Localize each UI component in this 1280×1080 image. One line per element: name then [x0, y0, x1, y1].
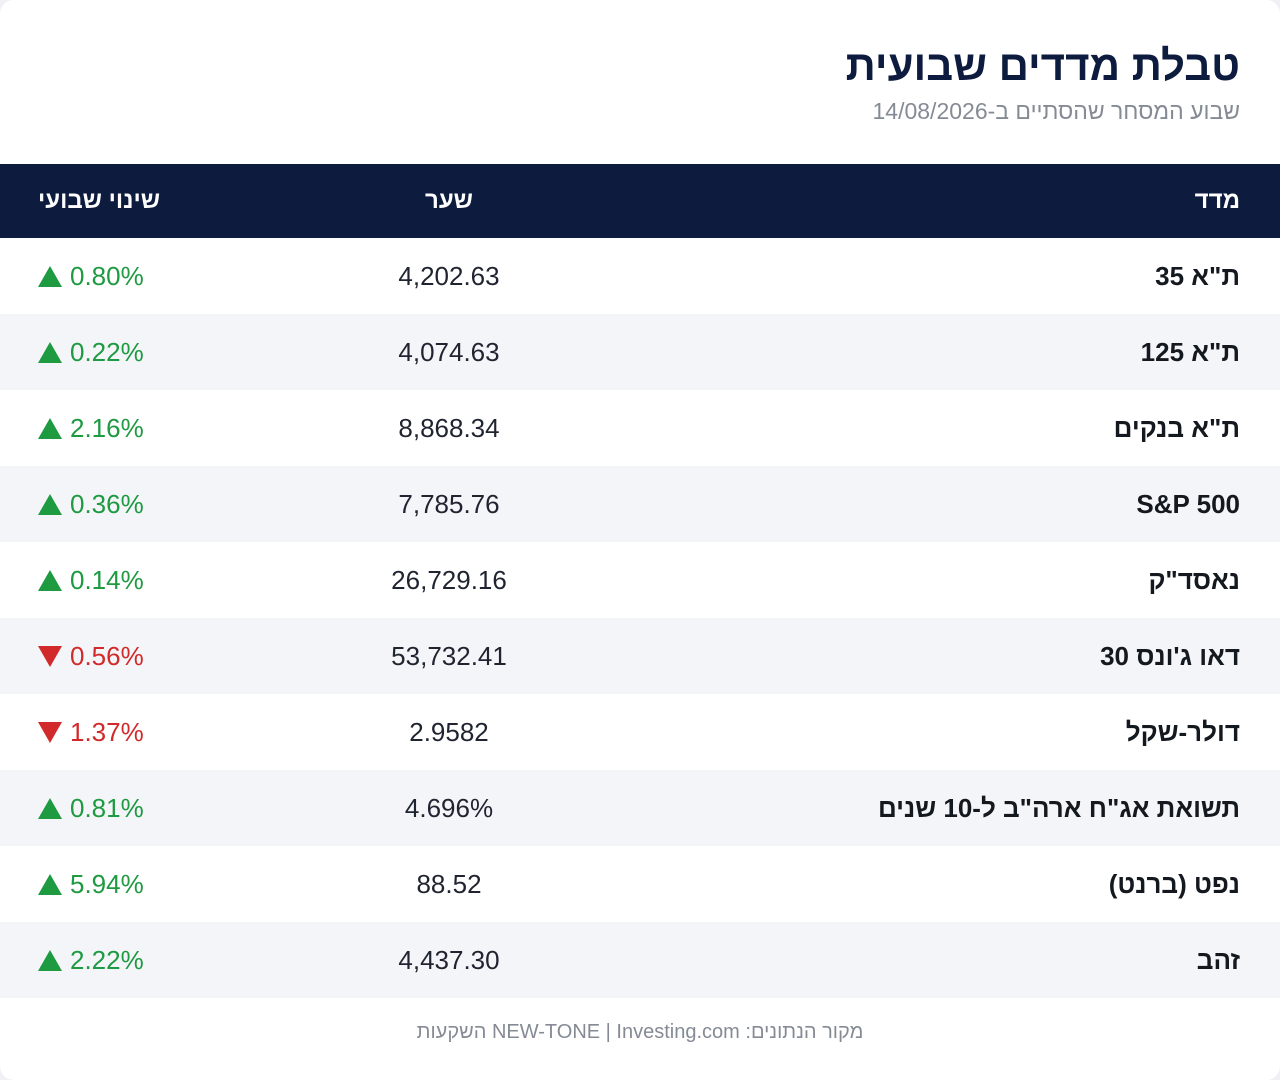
- index-name: דולר-שקל: [1125, 716, 1240, 747]
- change-value: 2.16%: [70, 412, 144, 443]
- column-header-index: מדד: [1194, 187, 1240, 214]
- weekly-change: 0.14%: [38, 542, 278, 618]
- source-footer: מקור הנתונים: NEW-TONE | Investing.com ה…: [416, 1020, 864, 1043]
- page-title: טבלת מדדים שבועית: [845, 42, 1240, 89]
- triangle-up-icon: [38, 873, 62, 895]
- column-header-change: שינוי שבועי: [38, 187, 161, 214]
- index-rate: 88.52: [416, 868, 482, 899]
- change-value: 5.94%: [70, 868, 144, 899]
- index-rate: 4,437.30: [398, 944, 500, 975]
- table-row: תשואת אג"ח ארה"ב ל-10 שנים 4.696% 0.81%: [0, 770, 1280, 846]
- index-rate: 4,202.63: [398, 260, 500, 291]
- triangle-down-icon: [38, 721, 62, 743]
- triangle-down-icon: [38, 645, 62, 667]
- change-value: 0.80%: [70, 260, 144, 291]
- table-body: ת"א 35 4,202.63 0.80% ת"א 125 4,074.63 0.22% ת…: [0, 238, 1280, 998]
- change-value-group: 0.56%: [38, 641, 144, 672]
- index-name: S&P 500: [1136, 488, 1240, 519]
- index-rate: 4.696%: [404, 792, 494, 823]
- table-row: ת"א 35 4,202.63 0.80%: [0, 238, 1280, 314]
- table-row: דאו ג'ונס 30 53,732.41 0.56%: [0, 618, 1280, 694]
- change-value-group: 0.80%: [38, 261, 144, 292]
- index-name: נאסד"ק: [1148, 564, 1240, 595]
- index-name: דאו ג'ונס 30: [1100, 640, 1240, 671]
- table-header: מדד שער שינוי שבועי: [0, 164, 1280, 238]
- weekly-change: 1.37%: [38, 694, 278, 770]
- weekly-change: 0.56%: [38, 618, 278, 694]
- index-rate: 53,732.41: [391, 640, 507, 671]
- index-name: ת"א 35: [1155, 260, 1240, 291]
- triangle-up-icon: [38, 949, 62, 971]
- card-header: טבלת מדדים שבועית שבוע המסחר שהסתיים ב-1…: [0, 0, 1280, 164]
- triangle-up-icon: [38, 493, 62, 515]
- weekly-change: 2.22%: [38, 922, 278, 998]
- change-value: 0.14%: [70, 564, 144, 595]
- table-row: נאסד"ק 26,729.16 0.14%: [0, 542, 1280, 618]
- column-header-rate: שער: [425, 187, 473, 214]
- index-rate: 7,785.76: [398, 488, 500, 519]
- weekly-change: 0.80%: [38, 238, 278, 314]
- table-row: S&P 500 7,785.76 0.36%: [0, 466, 1280, 542]
- page-subtitle: שבוע המסחר שהסתיים ב-14/08/2026: [872, 98, 1241, 124]
- change-value-group: 0.81%: [38, 793, 144, 824]
- weekly-change: 0.22%: [38, 314, 278, 390]
- index-rate: 4,074.63: [398, 336, 500, 367]
- triangle-up-icon: [38, 569, 62, 591]
- triangle-up-icon: [38, 797, 62, 819]
- index-name: נפט (ברנט): [1108, 868, 1240, 899]
- index-name: זהב: [1196, 944, 1240, 975]
- change-value: 2.22%: [70, 944, 144, 975]
- change-value-group: 2.22%: [38, 945, 144, 976]
- index-rate: 8,868.34: [398, 412, 500, 443]
- change-value-group: 5.94%: [38, 869, 144, 900]
- table-row: ת"א בנקים 8,868.34 2.16%: [0, 390, 1280, 466]
- change-value-group: 0.14%: [38, 565, 144, 596]
- table-row: ת"א 125 4,074.63 0.22%: [0, 314, 1280, 390]
- index-rate: 26,729.16: [391, 564, 507, 595]
- index-rate: 2.9582: [409, 716, 489, 747]
- indices-table: מדד שער שינוי שבועי ת"א 35 4,202.63 0.80% ת…: [0, 164, 1280, 998]
- table-row: דולר-שקל 2.9582 1.37%: [0, 694, 1280, 770]
- index-name: ת"א בנקים: [1113, 412, 1240, 443]
- change-value: 0.22%: [70, 336, 144, 367]
- index-name: ת"א 125: [1140, 336, 1240, 367]
- triangle-up-icon: [38, 417, 62, 439]
- change-value: 1.37%: [70, 716, 144, 747]
- change-value-group: 0.36%: [38, 489, 144, 520]
- triangle-up-icon: [38, 265, 62, 287]
- index-name: תשואת אג"ח ארה"ב ל-10 שנים: [877, 792, 1240, 823]
- change-value: 0.81%: [70, 792, 144, 823]
- change-value: 0.36%: [70, 488, 144, 519]
- weekly-change: 5.94%: [38, 846, 278, 922]
- weekly-change: 0.81%: [38, 770, 278, 846]
- change-value-group: 2.16%: [38, 413, 144, 444]
- change-value-group: 1.37%: [38, 717, 144, 748]
- table-row: זהב 4,437.30 2.22%: [0, 922, 1280, 998]
- weekly-change: 2.16%: [38, 390, 278, 466]
- table-row: נפט (ברנט) 88.52 5.94%: [0, 846, 1280, 922]
- change-value: 0.56%: [70, 640, 144, 671]
- triangle-up-icon: [38, 341, 62, 363]
- change-value-group: 0.22%: [38, 337, 144, 368]
- weekly-change: 0.36%: [38, 466, 278, 542]
